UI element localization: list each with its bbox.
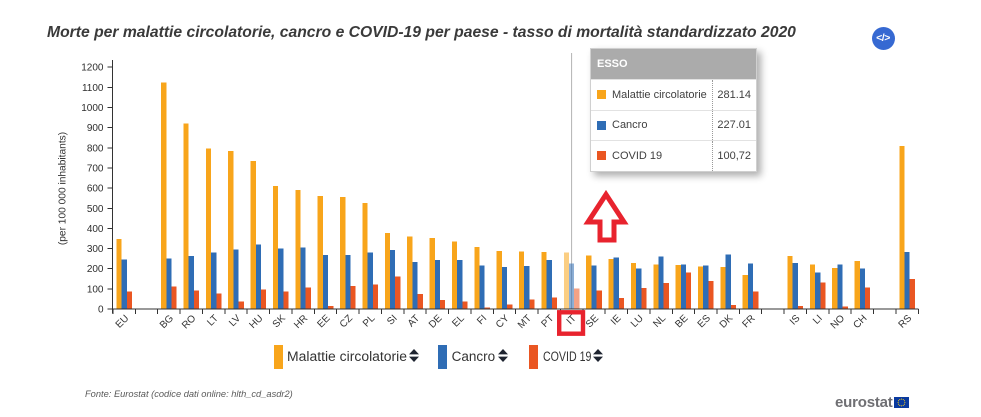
svg-text:PL: PL [361, 313, 378, 330]
svg-text:RS: RS [897, 313, 915, 331]
svg-text:FR: FR [740, 313, 757, 330]
svg-text:SK: SK [271, 313, 288, 330]
svg-text:NL: NL [651, 313, 668, 330]
svg-text:IS: IS [788, 313, 803, 328]
svg-text:IE: IE [609, 313, 624, 328]
svg-text:ES: ES [696, 313, 713, 330]
svg-text:CY: CY [494, 313, 512, 331]
svg-text:NO: NO [829, 313, 848, 332]
svg-text:SE: SE [584, 313, 601, 330]
svg-text:CZ: CZ [338, 313, 355, 330]
svg-text:BE: BE [673, 313, 690, 330]
svg-text:EE: EE [315, 313, 332, 330]
svg-text:HU: HU [248, 313, 266, 331]
svg-text:500: 500 [87, 204, 104, 215]
svg-text:1100: 1100 [82, 83, 104, 94]
svg-text:RO: RO [180, 313, 199, 332]
svg-text:(per 100 000 inhabitants): (per 100 000 inhabitants) [58, 132, 69, 245]
svg-text:FI: FI [475, 313, 489, 327]
svg-text:800: 800 [87, 143, 104, 154]
svg-text:MT: MT [516, 313, 534, 331]
svg-text:DE: DE [427, 313, 445, 331]
svg-text:0: 0 [98, 305, 104, 316]
svg-text:BG: BG [158, 313, 176, 331]
svg-text:EL: EL [450, 313, 467, 330]
svg-text:200: 200 [87, 264, 104, 275]
svg-text:SI: SI [385, 313, 399, 327]
svg-text:600: 600 [87, 184, 104, 195]
svg-text:LU: LU [629, 313, 646, 330]
svg-text:EU: EU [114, 313, 132, 331]
svg-text:100: 100 [87, 284, 104, 295]
svg-text:LI: LI [811, 313, 825, 327]
svg-text:700: 700 [87, 163, 104, 174]
svg-text:LV: LV [227, 313, 243, 329]
svg-text:1200: 1200 [81, 63, 104, 74]
svg-text:IT: IT [565, 313, 579, 327]
svg-text:PT: PT [540, 313, 557, 330]
svg-text:LT: LT [205, 313, 221, 329]
svg-text:HR: HR [292, 313, 310, 331]
svg-text:AT: AT [406, 313, 422, 329]
svg-text:1000: 1000 [81, 103, 104, 114]
svg-text:CH: CH [852, 313, 870, 331]
svg-text:DK: DK [718, 313, 736, 331]
svg-text:900: 900 [87, 123, 104, 134]
svg-text:400: 400 [87, 224, 104, 235]
svg-text:300: 300 [87, 244, 104, 255]
